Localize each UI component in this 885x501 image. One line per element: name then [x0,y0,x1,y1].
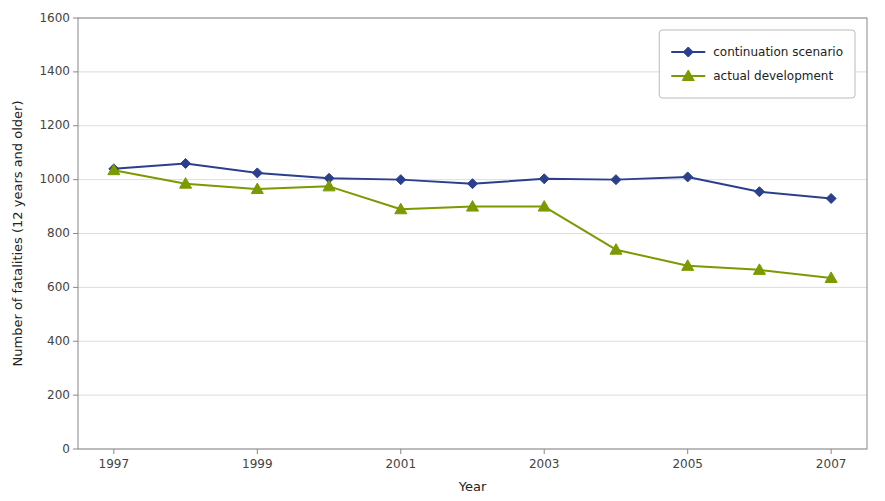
y-tick [73,233,78,234]
x-tick-label: 1997 [99,457,130,471]
data-point [682,260,694,271]
data-point [252,168,262,178]
y-grid-line [78,287,867,288]
legend-marker [682,70,694,81]
y-tick-label: 1400 [39,64,70,78]
x-tick [257,449,258,454]
data-point [108,164,120,175]
y-tick [73,449,78,450]
data-point [611,175,621,185]
plot-frame [78,18,867,449]
x-tick [544,449,545,454]
y-tick-label: 800 [47,226,70,240]
x-tick-label: 2005 [672,457,703,471]
legend: continuation scenario actual development [659,30,855,98]
y-tick-label: 0 [62,442,70,456]
x-tick-label: 2007 [816,457,847,471]
y-tick [73,71,78,72]
data-point [468,179,478,189]
y-tick [73,125,78,126]
x-tick [113,449,114,454]
y-grid-line [78,125,867,126]
data-layer [108,158,837,282]
grid [78,18,867,449]
legend-marker [683,47,693,57]
data-point [396,175,406,185]
data-point [825,272,837,283]
y-grid-line [78,233,867,234]
y-tick-label: 1000 [39,172,70,186]
y-tick [73,179,78,180]
data-point [753,264,765,275]
data-point [826,193,836,203]
x-tick [687,449,688,454]
data-point [610,244,622,255]
chart-container: 0 200 400 600 800 1000 1200 1400 1600 1997 1999 200… [0,0,885,501]
x-tick-label: 2003 [529,457,560,471]
y-tick [73,18,78,19]
x-tick-label: 1999 [242,457,273,471]
y-tick-label: 400 [47,334,70,348]
x-tick-label: 2001 [385,457,416,471]
data-point [181,158,191,168]
legend-box [659,30,855,98]
data-point [467,201,479,212]
y-axis-label: Number of fatalities (12 years and older… [10,101,25,367]
y-grid-line [78,395,867,396]
y-tick-label: 1600 [39,11,70,25]
data-point [180,178,192,189]
x-axis-label: Year [458,479,487,494]
data-point [395,203,407,214]
data-point [109,164,119,174]
y-tick [73,395,78,396]
y-tick-label: 200 [47,388,70,402]
y-tick-label: 600 [47,280,70,294]
x-tick [400,449,401,454]
y-tick [73,341,78,342]
y-grid-line [78,341,867,342]
axes: 0 200 400 600 800 1000 1200 1400 1600 1997 1999 200… [39,11,846,472]
data-point [754,187,764,197]
series-line [114,170,831,278]
chart-svg: 0 200 400 600 800 1000 1200 1400 1600 1997 1999 200… [0,0,885,501]
data-point [323,180,335,191]
data-point [539,174,549,184]
series-line [114,163,831,198]
data-point [538,201,550,212]
legend-label: continuation scenario [713,45,843,59]
data-point [683,172,693,182]
legend-label: actual development [713,69,833,83]
y-tick [73,287,78,288]
y-tick-label: 1200 [39,118,70,132]
data-point [251,183,263,194]
x-tick [831,449,832,454]
